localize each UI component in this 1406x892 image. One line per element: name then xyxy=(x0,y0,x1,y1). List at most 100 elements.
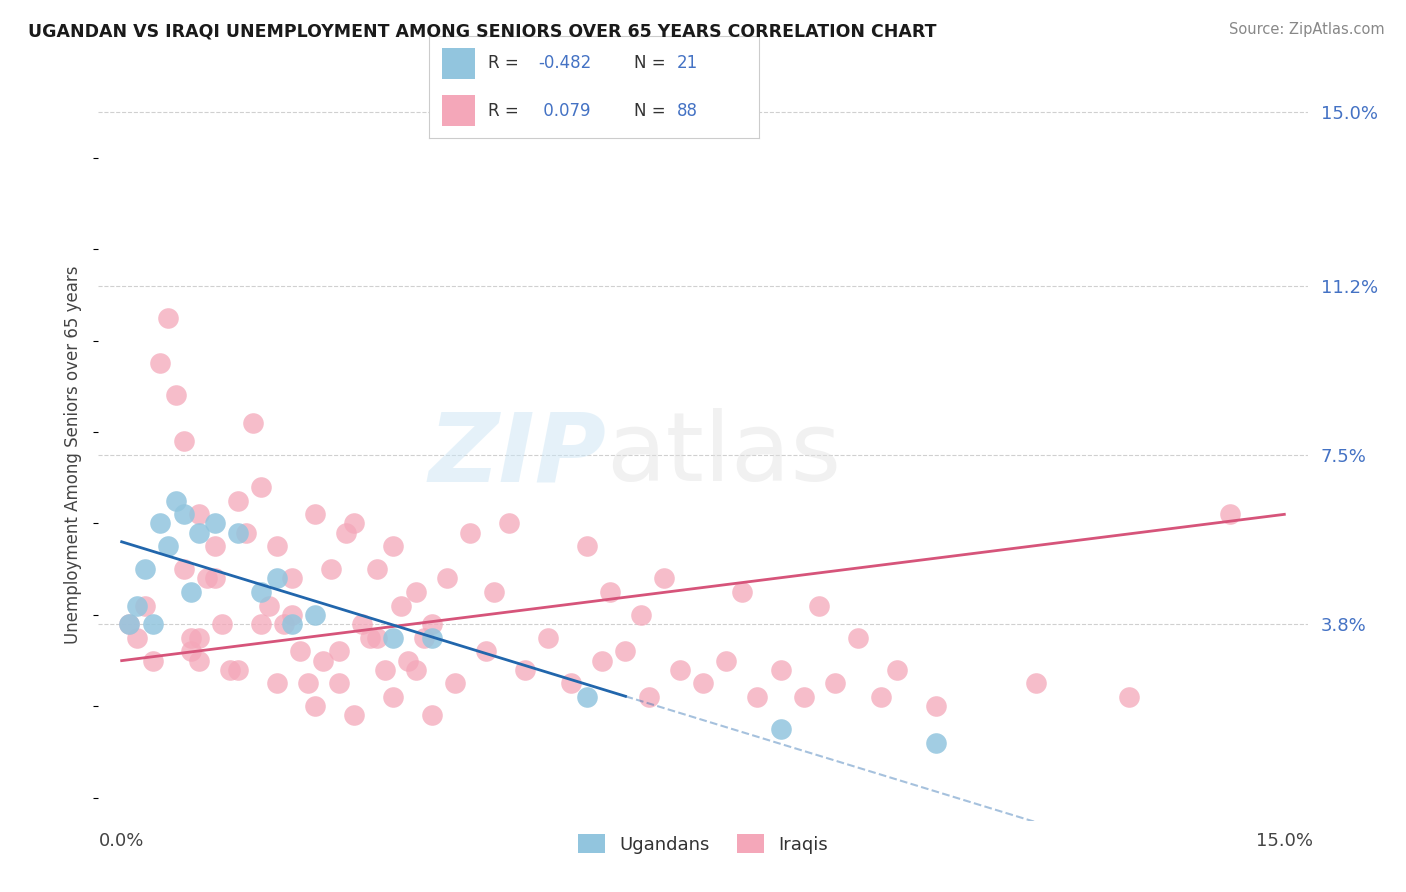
Bar xyxy=(441,48,475,78)
Point xyxy=(350,617,373,632)
Point xyxy=(319,562,342,576)
Point xyxy=(747,690,769,705)
Point xyxy=(204,516,226,531)
Point xyxy=(142,617,165,632)
Point xyxy=(211,617,233,632)
Text: UGANDAN VS IRAQI UNEMPLOYMENT AMONG SENIORS OVER 65 YEARS CORRELATION CHART: UGANDAN VS IRAQI UNEMPLOYMENT AMONG SENI… xyxy=(28,22,936,40)
Point xyxy=(366,631,388,645)
Point xyxy=(793,690,815,705)
Point xyxy=(219,663,242,677)
Point xyxy=(413,631,436,645)
Point xyxy=(824,676,846,690)
Point xyxy=(381,690,404,705)
Point xyxy=(420,631,443,645)
Point xyxy=(591,654,613,668)
Text: Source: ZipAtlas.com: Source: ZipAtlas.com xyxy=(1229,22,1385,37)
Point xyxy=(281,571,304,585)
Point xyxy=(165,388,187,402)
Point xyxy=(204,571,226,585)
Point xyxy=(343,516,366,531)
Y-axis label: Unemployment Among Seniors over 65 years: Unemployment Among Seniors over 65 years xyxy=(65,266,83,644)
Point xyxy=(1118,690,1140,705)
Point xyxy=(731,585,754,599)
Bar xyxy=(441,95,475,126)
Point xyxy=(281,607,304,622)
Point xyxy=(188,508,211,522)
Text: atlas: atlas xyxy=(606,409,841,501)
Point xyxy=(235,525,257,540)
Point xyxy=(630,607,652,622)
Point xyxy=(157,310,180,325)
Point xyxy=(180,644,202,658)
Point xyxy=(180,631,202,645)
Point xyxy=(297,676,319,690)
Point xyxy=(769,723,792,737)
Point xyxy=(281,617,304,632)
Point xyxy=(149,516,172,531)
Point xyxy=(250,480,273,494)
Point xyxy=(226,663,249,677)
Point xyxy=(118,617,141,632)
Point xyxy=(420,708,443,723)
Point xyxy=(188,525,211,540)
Point xyxy=(652,571,675,585)
Point xyxy=(475,644,498,658)
Point xyxy=(226,493,249,508)
Point xyxy=(381,631,404,645)
Point xyxy=(668,663,690,677)
Point xyxy=(498,516,520,531)
Point xyxy=(304,508,326,522)
Point xyxy=(127,599,149,613)
Point xyxy=(599,585,621,599)
Point xyxy=(173,434,195,449)
Point xyxy=(692,676,714,690)
Point xyxy=(304,607,326,622)
Point xyxy=(157,539,180,553)
Text: R =: R = xyxy=(488,102,524,120)
Point xyxy=(1219,508,1241,522)
Text: 21: 21 xyxy=(676,54,697,72)
Text: N =: N = xyxy=(634,102,671,120)
Text: 0.079: 0.079 xyxy=(538,102,591,120)
Text: 88: 88 xyxy=(676,102,697,120)
Point xyxy=(575,690,598,705)
Point xyxy=(614,644,637,658)
Point xyxy=(846,631,869,645)
Point xyxy=(304,699,326,714)
Point xyxy=(924,699,946,714)
Point xyxy=(460,525,482,540)
Point xyxy=(188,654,211,668)
Point xyxy=(195,571,218,585)
Point xyxy=(398,654,420,668)
Point xyxy=(482,585,505,599)
Point xyxy=(250,585,273,599)
Point xyxy=(118,617,141,632)
Text: R =: R = xyxy=(488,54,524,72)
Point xyxy=(575,539,598,553)
Text: ZIP: ZIP xyxy=(429,409,606,501)
Point xyxy=(226,525,249,540)
Point xyxy=(266,539,288,553)
Point xyxy=(870,690,893,705)
Point xyxy=(266,571,288,585)
Point xyxy=(924,736,946,750)
Point xyxy=(343,708,366,723)
Point xyxy=(328,676,350,690)
Text: -0.482: -0.482 xyxy=(538,54,591,72)
Point xyxy=(165,493,187,508)
Point xyxy=(637,690,659,705)
Point xyxy=(273,617,295,632)
Point xyxy=(250,617,273,632)
Text: N =: N = xyxy=(634,54,671,72)
Point xyxy=(328,644,350,658)
Point xyxy=(405,663,427,677)
Point xyxy=(769,663,792,677)
Point xyxy=(381,539,404,553)
Point xyxy=(204,539,226,553)
Point xyxy=(537,631,560,645)
Point xyxy=(560,676,582,690)
Point xyxy=(173,562,195,576)
Point xyxy=(436,571,458,585)
Point xyxy=(444,676,467,690)
Point xyxy=(173,508,195,522)
